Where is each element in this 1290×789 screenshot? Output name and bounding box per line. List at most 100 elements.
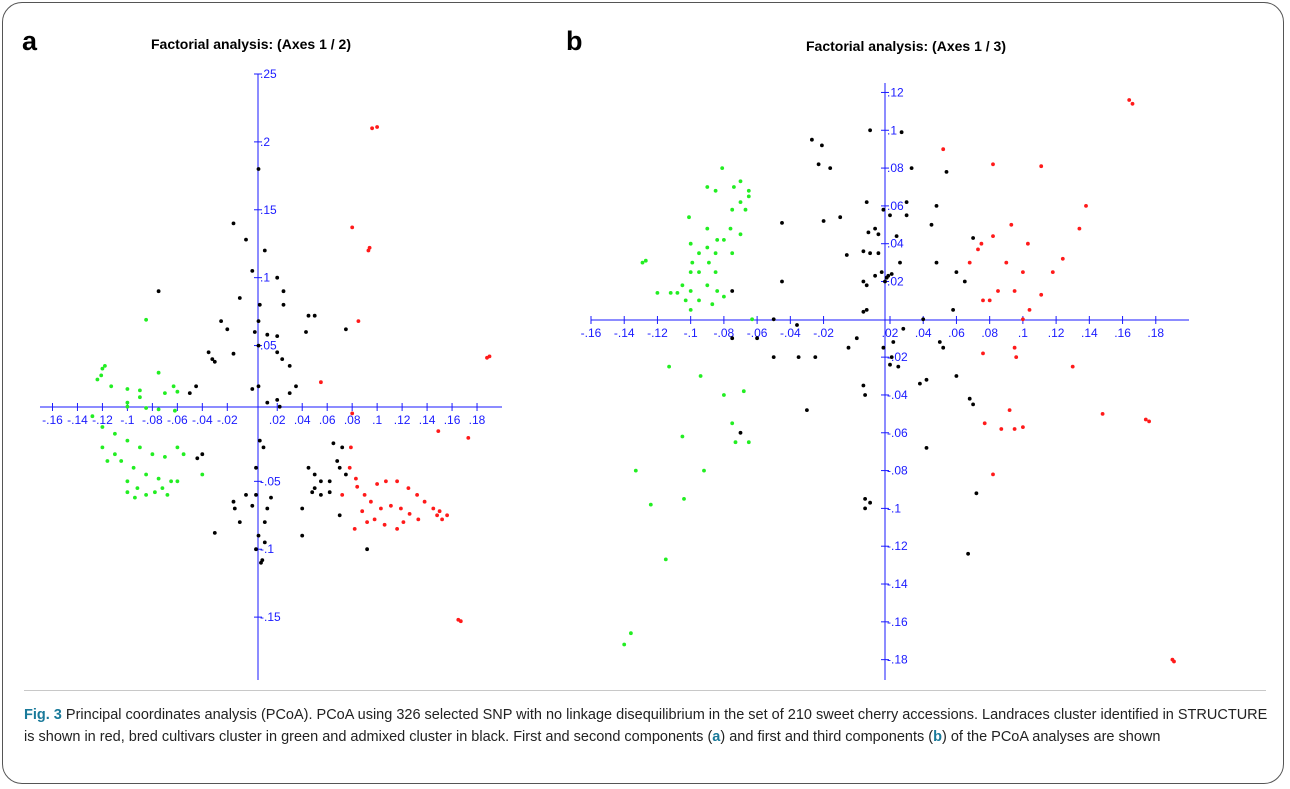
black-point (861, 309, 866, 314)
red-point (435, 513, 439, 518)
black-point (886, 273, 891, 278)
x-tick-label: .08 (981, 326, 998, 340)
black-point (219, 319, 224, 323)
green-point (163, 391, 167, 395)
green-point (169, 479, 174, 484)
black-point (873, 273, 877, 278)
red-point (991, 234, 995, 239)
x-tick-label: .06 (948, 326, 965, 340)
green-point (113, 452, 117, 457)
red-point (354, 476, 358, 481)
black-point (967, 396, 972, 401)
green-point (722, 393, 726, 397)
black-point (156, 289, 161, 294)
chart-title-b: Factorial analysis: (Axes 1 / 3) (806, 38, 1006, 54)
black-point (844, 253, 849, 257)
green-point (125, 404, 130, 409)
x-tick-label: -.06 (747, 326, 768, 340)
red-point (375, 125, 379, 129)
black-point (256, 343, 261, 348)
black-point (344, 472, 348, 477)
red-point (406, 486, 411, 490)
y-tick-label: .1 (260, 271, 270, 285)
black-point (237, 296, 242, 300)
green-point (103, 364, 107, 368)
black-point (771, 317, 776, 322)
green-point (688, 308, 693, 312)
green-point (125, 438, 130, 443)
panel-letter-a: a (22, 26, 38, 56)
red-point (370, 126, 374, 131)
black-point (795, 323, 799, 327)
red-point (979, 241, 984, 246)
black-point (281, 289, 286, 294)
black-point (891, 340, 896, 344)
x-tick-label: -.1 (120, 413, 134, 427)
red-point (356, 319, 361, 323)
green-point (730, 207, 735, 212)
green-point (173, 408, 177, 413)
green-point (680, 283, 685, 288)
y-tick-label: .15 (260, 203, 277, 217)
black-point (861, 279, 866, 284)
black-point (344, 327, 348, 332)
black-point (805, 408, 809, 412)
green-point (715, 238, 720, 242)
x-tick-label: .1 (372, 413, 382, 427)
black-point (244, 493, 248, 497)
figure-caption: Fig. 3 Principal coordinates analysis (P… (24, 704, 1269, 748)
green-point (200, 472, 205, 477)
green-point (705, 283, 710, 288)
black-point (275, 398, 280, 402)
black-point (331, 441, 336, 446)
black-point (187, 391, 192, 395)
green-point (165, 493, 170, 497)
y-tick-label: -.2 (260, 678, 274, 680)
red-point (352, 527, 357, 531)
red-point (1130, 101, 1135, 106)
green-point (175, 389, 180, 394)
green-point (668, 291, 673, 295)
black-point (951, 308, 955, 312)
black-point (883, 279, 887, 284)
red-point (982, 421, 987, 426)
black-point (250, 503, 255, 508)
black-point (300, 506, 305, 511)
red-point (976, 247, 980, 252)
black-point (294, 384, 298, 389)
black-point (810, 137, 814, 142)
red-point (436, 429, 441, 433)
black-point (876, 232, 881, 237)
scatter-chart-b: b Factorial analysis: (Axes 1 / 3) -.16-… (566, 26, 1189, 680)
black-point (888, 213, 892, 218)
red-point (1007, 408, 1012, 412)
black-point (212, 359, 217, 364)
red-point (372, 517, 377, 522)
black-point (864, 283, 869, 288)
x-tick-label: .08 (344, 413, 361, 427)
y-tick-label: -.15 (260, 610, 281, 624)
black-point (231, 499, 236, 504)
black-point (256, 319, 261, 323)
green-point (746, 194, 751, 199)
black-point (269, 495, 273, 500)
caption-text-1: Principal coordinates analysis (PCoA). P… (24, 707, 1268, 745)
x-tick-label: .14 (1081, 326, 1098, 340)
red-point (375, 482, 379, 486)
red-point (1012, 345, 1017, 350)
chart-title-a: Factorial analysis: (Axes 1 / 2) (151, 36, 351, 52)
green-point (153, 490, 157, 495)
black-point (261, 445, 266, 450)
green-point (750, 317, 754, 322)
black-point (275, 350, 280, 355)
black-point (337, 465, 342, 470)
x-tick-label: .18 (1147, 326, 1164, 340)
black-point (225, 327, 230, 332)
green-point (663, 557, 668, 562)
x-tick-label: .04 (915, 326, 932, 340)
red-point (1039, 292, 1044, 297)
green-point (730, 421, 735, 426)
red-point (382, 522, 387, 527)
y-tick-label: .05 (260, 339, 277, 353)
black-point (904, 200, 909, 205)
